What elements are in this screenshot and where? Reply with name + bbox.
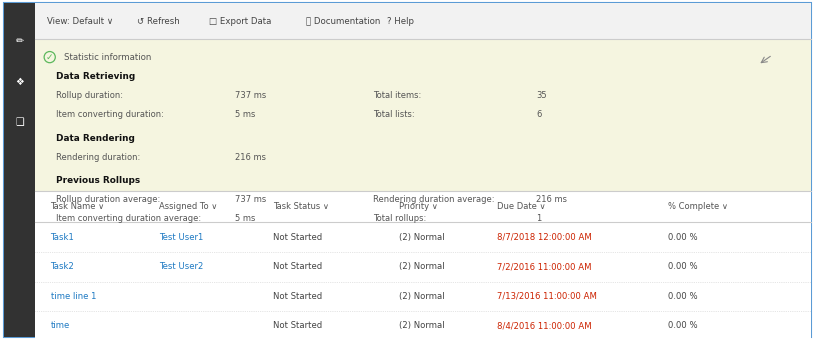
- Text: Item converting duration average:: Item converting duration average:: [56, 215, 201, 223]
- Text: Test User1: Test User1: [159, 233, 203, 242]
- Text: ❑: ❑: [15, 117, 24, 128]
- Text: 5 ms: 5 ms: [235, 215, 255, 223]
- Text: 6: 6: [536, 110, 542, 119]
- Text: ✓: ✓: [46, 53, 54, 62]
- Text: Statistic information: Statistic information: [64, 53, 152, 62]
- FancyBboxPatch shape: [35, 282, 811, 311]
- Text: % Complete ∨: % Complete ∨: [668, 202, 729, 211]
- Text: Task Name ∨: Task Name ∨: [51, 202, 105, 211]
- Text: 0.00 %: 0.00 %: [668, 233, 698, 242]
- Text: (2) Normal: (2) Normal: [399, 321, 445, 330]
- Text: (2) Normal: (2) Normal: [399, 233, 445, 242]
- Text: Due Date ∨: Due Date ∨: [497, 202, 546, 211]
- Text: Assigned To ∨: Assigned To ∨: [159, 202, 218, 211]
- Text: ↺ Refresh: ↺ Refresh: [137, 17, 179, 26]
- Text: Rollup duration:: Rollup duration:: [56, 91, 123, 100]
- Text: 8/4/2016 11:00:00 AM: 8/4/2016 11:00:00 AM: [497, 321, 592, 330]
- Text: 0.00 %: 0.00 %: [668, 292, 698, 301]
- FancyBboxPatch shape: [35, 252, 811, 282]
- Text: ✏: ✏: [15, 36, 24, 46]
- Text: Task2: Task2: [51, 262, 74, 271]
- Text: Total rollups:: Total rollups:: [373, 215, 426, 223]
- Text: Task Status ∨: Task Status ∨: [273, 202, 329, 211]
- Text: Test User2: Test User2: [159, 262, 203, 271]
- Text: 0.00 %: 0.00 %: [668, 262, 698, 271]
- Text: 0.00 %: 0.00 %: [668, 321, 698, 330]
- Text: 216 ms: 216 ms: [235, 153, 266, 162]
- Text: (2) Normal: (2) Normal: [399, 262, 445, 271]
- Text: 216 ms: 216 ms: [536, 195, 567, 204]
- Text: ? Help: ? Help: [387, 17, 414, 26]
- Text: 1: 1: [536, 215, 541, 223]
- FancyBboxPatch shape: [35, 3, 811, 39]
- Text: (2) Normal: (2) Normal: [399, 292, 445, 301]
- Text: 8/7/2018 12:00:00 AM: 8/7/2018 12:00:00 AM: [497, 233, 592, 242]
- FancyBboxPatch shape: [35, 39, 811, 191]
- Text: 737 ms: 737 ms: [235, 195, 266, 204]
- Text: Total lists:: Total lists:: [373, 110, 415, 119]
- Text: time: time: [51, 321, 70, 330]
- Text: Not Started: Not Started: [273, 262, 322, 271]
- FancyBboxPatch shape: [35, 191, 811, 222]
- Text: Previous Rollups: Previous Rollups: [56, 176, 140, 185]
- FancyBboxPatch shape: [35, 311, 811, 340]
- Text: 5 ms: 5 ms: [235, 110, 255, 119]
- Text: Priority ∨: Priority ∨: [399, 202, 438, 211]
- Text: 35: 35: [536, 91, 547, 100]
- Text: View: Default ∨: View: Default ∨: [47, 17, 113, 26]
- Text: Not Started: Not Started: [273, 233, 322, 242]
- Text: ❖: ❖: [15, 76, 24, 87]
- FancyBboxPatch shape: [4, 3, 35, 337]
- Text: Item converting duration:: Item converting duration:: [56, 110, 164, 119]
- Text: □ Export Data: □ Export Data: [209, 17, 271, 26]
- Text: time line 1: time line 1: [51, 292, 96, 301]
- Text: Not Started: Not Started: [273, 292, 322, 301]
- Text: Rendering duration:: Rendering duration:: [56, 153, 140, 162]
- Text: Data Retrieving: Data Retrieving: [56, 72, 135, 81]
- Text: Not Started: Not Started: [273, 321, 322, 330]
- Text: 7/13/2016 11:00:00 AM: 7/13/2016 11:00:00 AM: [497, 292, 597, 301]
- FancyBboxPatch shape: [4, 3, 811, 337]
- Text: 📎 Documentation: 📎 Documentation: [306, 17, 380, 26]
- Text: Total items:: Total items:: [373, 91, 421, 100]
- FancyBboxPatch shape: [35, 222, 811, 252]
- Text: Rollup duration average:: Rollup duration average:: [56, 195, 161, 204]
- Text: Data Rendering: Data Rendering: [56, 134, 135, 142]
- Text: 7/2/2016 11:00:00 AM: 7/2/2016 11:00:00 AM: [497, 262, 592, 271]
- Text: Task1: Task1: [51, 233, 74, 242]
- Text: 737 ms: 737 ms: [235, 91, 266, 100]
- Text: Rendering duration average:: Rendering duration average:: [373, 195, 495, 204]
